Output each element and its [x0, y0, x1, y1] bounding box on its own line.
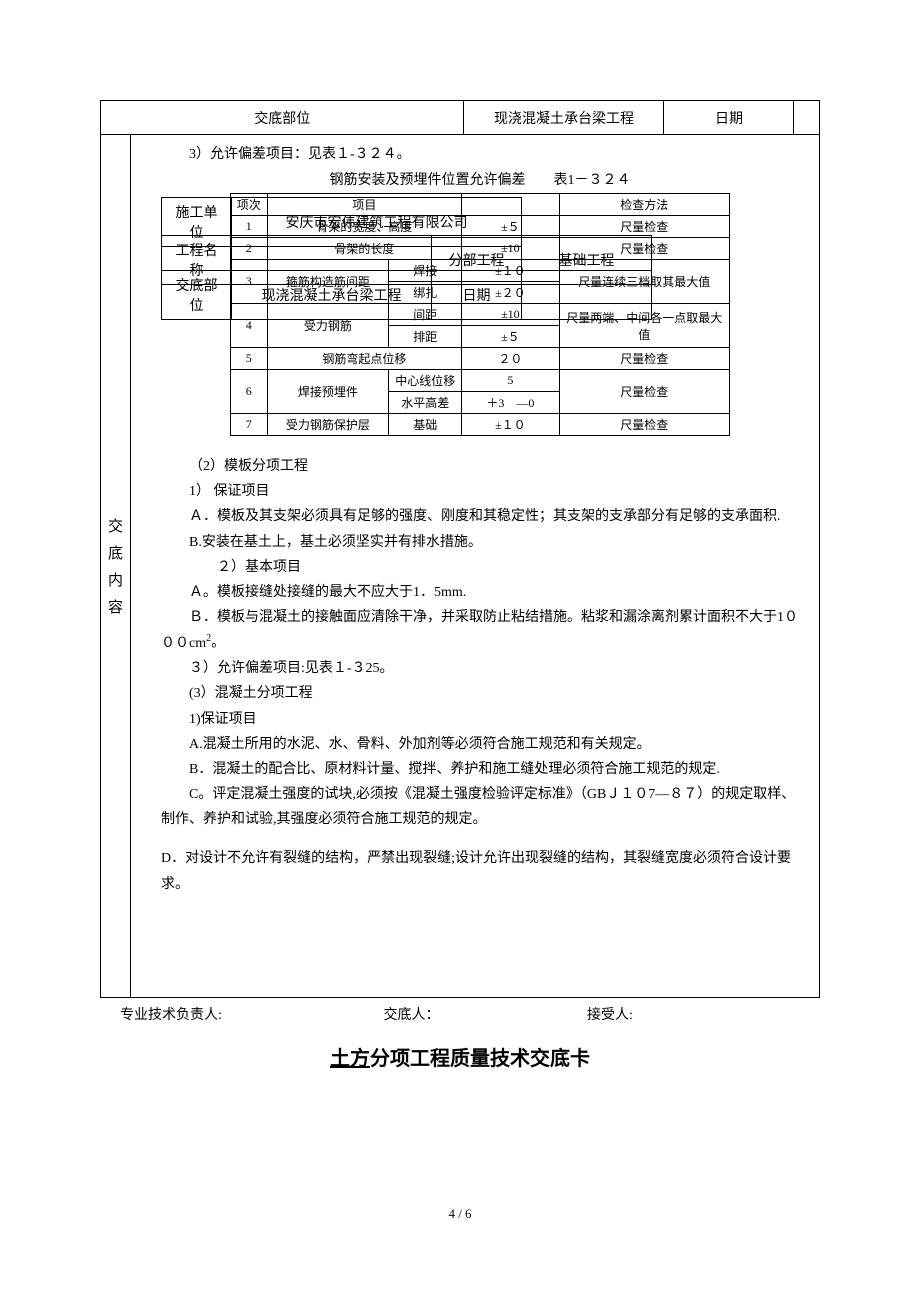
tol-row: 7 受力钢筋保护层 基础 ±１０ 尺量检查 [231, 414, 730, 436]
page-number: 4 / 6 [0, 1206, 920, 1222]
tol-row: 5 钢筋弯起点位移 ２０ 尺量检查 [231, 348, 730, 370]
body-line: Ｂ．模板与混凝土的接触面应清除干净，并采取防止粘结措施。粘浆和漏涂离剂累计面积不… [161, 605, 799, 656]
sig-tech: 专业技术负责人: [120, 1004, 380, 1024]
body-line: D．对设计不允许有裂缝的结构，严禁出现裂缝;设计允许出现裂缝的结构，其裂缝宽度必… [161, 846, 799, 896]
tol-row: 6 焊接预埋件 中心线位移 5 尺量检查 [231, 370, 730, 392]
main-document-table: 交底部位 现浇混凝土承台梁工程 日期 交 底 内 容 3）允许偏差项目：见表１-… [100, 100, 820, 998]
body-line: C。评定混凝土强度的试块,必须按《混凝土强度检验评定标准》（GBＪ１０7―８７）… [161, 782, 799, 832]
sig-deliver: 交底人： [384, 1004, 584, 1024]
signature-row: 专业技术负责人: 交底人： 接受人: [100, 998, 820, 1030]
body-text: （2）模板分项工程 1） 保证项目 Ａ．模板及其支架必须具有足够的强度、刚度和其… [131, 452, 819, 997]
header-col1: 交底部位 [101, 101, 464, 135]
header-row: 交底部位 现浇混凝土承台梁工程 日期 [101, 101, 820, 135]
overlay-row3: 交底部位 现浇混凝土承台梁工程 日期 [161, 270, 652, 320]
content-cell: 3）允许偏差项目：见表１-３２４。 钢筋安装及预埋件位置允许偏差 表1－３２４ … [131, 135, 820, 998]
tolerance-table-title: 钢筋安装及预埋件位置允许偏差 表1－３２４ [161, 169, 799, 189]
body-line: Ａ．模板及其支架必须具有足够的强度、刚度和其稳定性；其支架的支承部分有足够的支承… [161, 504, 799, 529]
note3: 3）允许偏差项目：见表１-３２４。 [161, 143, 799, 163]
sig-receive: 接受人: [587, 1004, 633, 1024]
header-col3: 日期 [664, 101, 794, 135]
page-title: 土方分项工程质量技术交底卡 [100, 1042, 820, 1071]
section-label: 交 底 内 容 [101, 135, 131, 998]
header-col4 [794, 101, 820, 135]
header-col2: 现浇混凝土承台梁工程 [464, 101, 664, 135]
